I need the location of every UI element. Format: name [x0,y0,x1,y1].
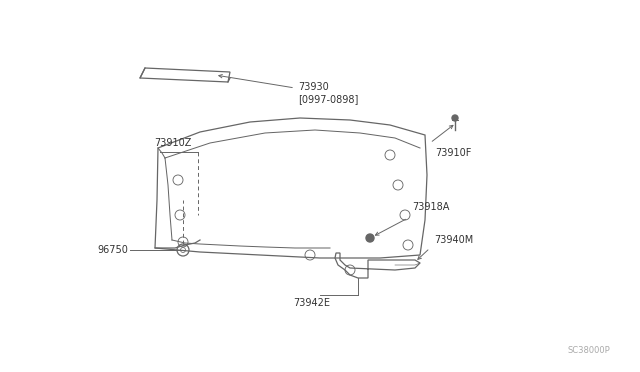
Text: 73910F: 73910F [435,148,472,158]
Text: 73918A: 73918A [412,202,449,212]
Circle shape [452,115,458,121]
Text: 73930
[0997-0898]: 73930 [0997-0898] [298,82,358,103]
Text: 96750: 96750 [97,245,128,255]
Text: 73910Z: 73910Z [155,138,192,148]
Circle shape [366,234,374,242]
Text: SC38000P: SC38000P [567,346,610,355]
Text: 73942E: 73942E [294,298,330,308]
Text: 73940M: 73940M [434,235,473,245]
